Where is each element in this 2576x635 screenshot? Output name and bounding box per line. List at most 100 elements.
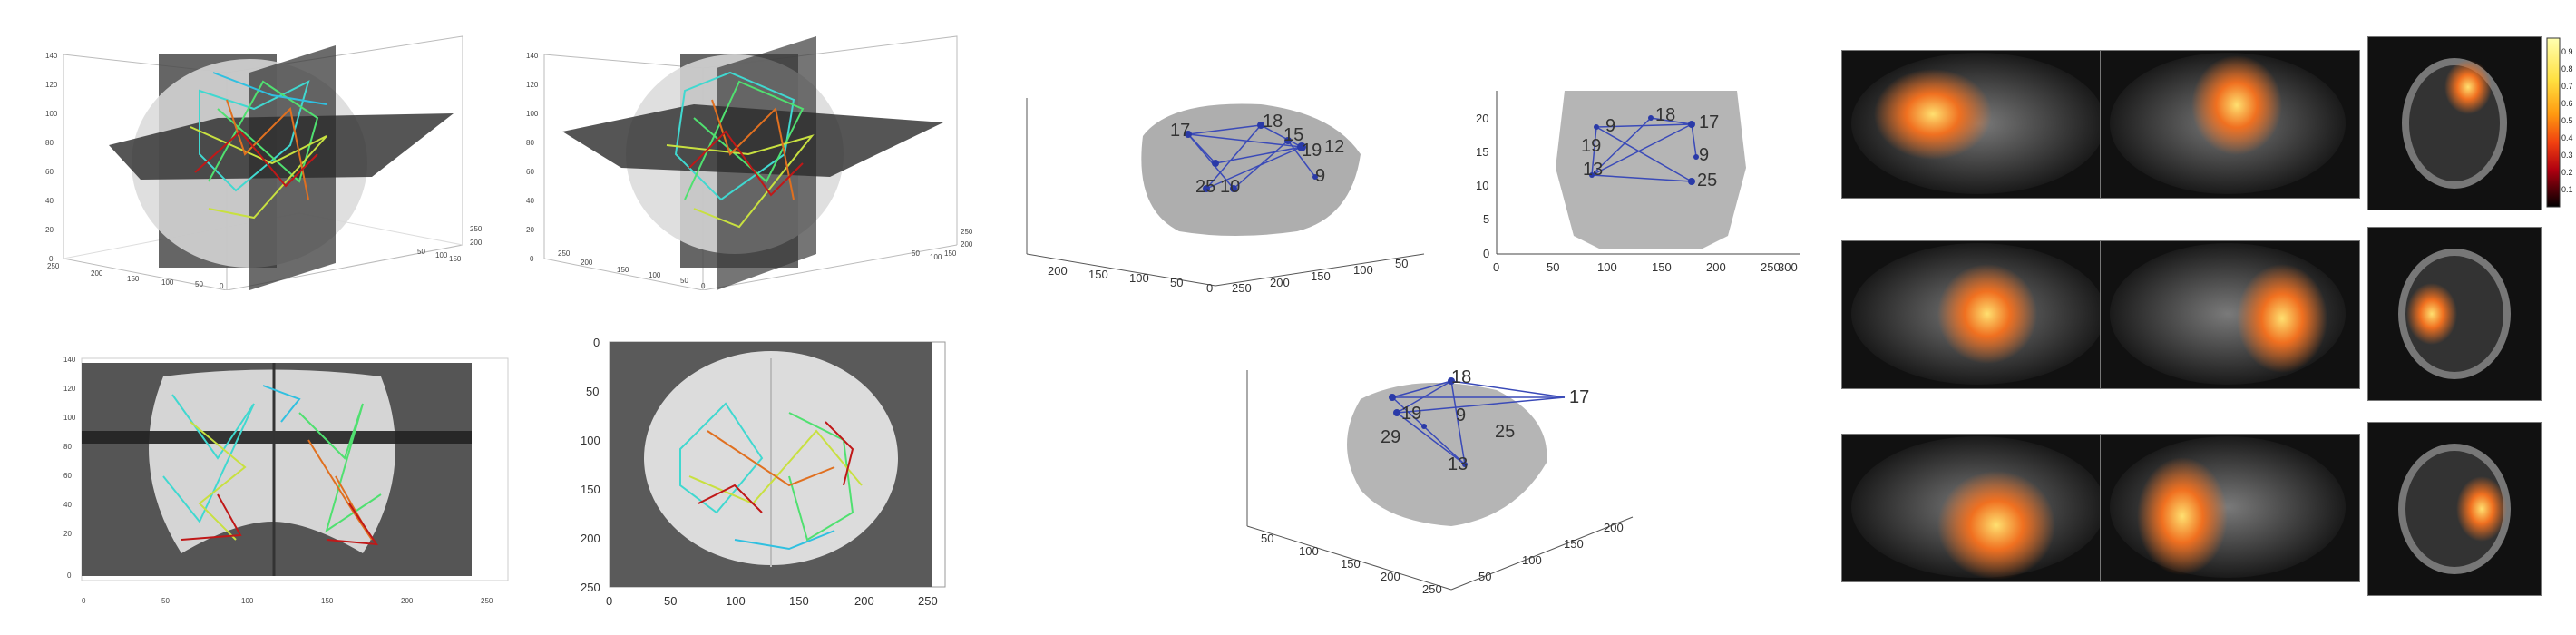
- x-tick: 250: [918, 594, 938, 608]
- node-label: 12: [1324, 137, 1344, 157]
- z-tick: 40: [526, 197, 534, 205]
- z-tick: 60: [526, 168, 534, 176]
- z-tick: 120: [526, 81, 539, 89]
- node-label: 9: [1456, 405, 1466, 425]
- y-tick: 100: [1353, 263, 1373, 277]
- network-edges: [1591, 117, 1697, 182]
- node-label: 17: [1569, 387, 1589, 407]
- node-label: 9: [1605, 116, 1615, 136]
- z-tick: 120: [45, 81, 58, 89]
- node-label: 17: [1699, 112, 1719, 132]
- z-tick: 80: [63, 443, 72, 451]
- y-tick: 200: [961, 240, 973, 249]
- node-label: 25: [1697, 171, 1717, 190]
- z-tick: 80: [526, 139, 534, 147]
- panel-e-plot: 17 18 15 12 19 9 25 10 200 150 100 50 0 …: [1026, 98, 1425, 295]
- network-edges: [1187, 124, 1316, 190]
- z-tick: 0: [530, 255, 534, 263]
- panel-a-3d-network-slices: 140 120 100 80 60 40 20 0 250 200 150 10…: [36, 18, 508, 291]
- panel-d-top-view: 0 50 100 150 200 250 0 50 100 150 200 25…: [581, 331, 961, 621]
- network-edges: [666, 71, 815, 229]
- network-nodes: [1589, 115, 1699, 185]
- x-tick: 100: [1129, 271, 1149, 285]
- x-tick: 200: [91, 269, 103, 278]
- scan-axial-row2: [2367, 227, 2542, 401]
- y-tick: 100: [435, 251, 448, 259]
- y-tick: 150: [944, 249, 957, 258]
- node-label: 19: [1302, 141, 1322, 161]
- x-tick: 150: [789, 594, 809, 608]
- node-label: 25: [1195, 177, 1215, 197]
- panel-c-plot: 140 120 100 80 60 40 20 0 0 50 100 150 2…: [63, 356, 509, 605]
- z-tick: 140: [45, 52, 58, 60]
- x-tick: 150: [1652, 260, 1672, 274]
- y-tick: 200: [581, 532, 600, 545]
- node-label: 19: [1401, 404, 1421, 424]
- y-tick: 250: [1232, 281, 1252, 295]
- x-tick: 100: [1597, 260, 1617, 274]
- y-tick: 0: [1483, 247, 1489, 260]
- x-tick: 0: [1206, 281, 1213, 295]
- x-tick: 150: [127, 275, 140, 283]
- node-label: 18: [1655, 105, 1675, 125]
- x-tick: 250: [1422, 582, 1442, 596]
- x-tick: 150: [1341, 557, 1361, 571]
- y-tick: 150: [1311, 269, 1331, 283]
- network-nodes: [1185, 122, 1318, 192]
- z-tick: 120: [63, 385, 76, 393]
- panel-c-front-view: 140 120 100 80 60 40 20 0 0 50 100 150 2…: [36, 313, 526, 612]
- x-tick: 200: [581, 259, 593, 267]
- colorbar-tick: 0.8: [2561, 64, 2573, 73]
- x-tick: 200: [854, 594, 874, 608]
- z-tick: 0: [67, 572, 72, 580]
- z-tick: 40: [45, 197, 54, 205]
- x-tick: 250: [47, 262, 60, 270]
- y-tick: 250: [581, 581, 600, 594]
- y-tick: 100: [1522, 553, 1542, 567]
- y-tick: 50: [912, 249, 920, 258]
- network-edges: [190, 72, 327, 220]
- scan-axial-row3: [2367, 422, 2542, 596]
- y-tick: 200: [1604, 521, 1624, 534]
- panel-f-plot: 18 9 17 19 13 9 25 20 15 10 5 0 0 50 100…: [1476, 91, 1800, 274]
- z-tick: 60: [63, 472, 72, 480]
- z-tick: 20: [526, 226, 534, 234]
- y-tick: 200: [470, 239, 483, 247]
- z-tick: 40: [63, 501, 72, 509]
- y-tick: 10: [1476, 179, 1488, 192]
- scan-sagittal-row2: [1841, 240, 2102, 389]
- node-label: 9: [1699, 145, 1709, 165]
- z-tick: 100: [526, 110, 539, 118]
- x-tick: 50: [1547, 260, 1559, 274]
- z-tick: 80: [45, 139, 54, 147]
- colorbar-tick: 0.2: [2561, 168, 2573, 177]
- node-label: 13: [1448, 454, 1468, 474]
- y-tick: 150: [449, 255, 462, 263]
- panel-g-glass-brain-3d: 18 17 19 9 25 29 13 50 100 150 200 250 5…: [1234, 363, 1651, 599]
- scan-coronal-row2: [2100, 240, 2360, 389]
- x-tick: 250: [558, 249, 571, 258]
- z-tick: 20: [63, 530, 72, 538]
- x-tick: 200: [1048, 264, 1068, 278]
- y-tick: 50: [417, 248, 425, 256]
- y-tick: 200: [1270, 276, 1290, 289]
- y-tick: 0: [593, 336, 600, 349]
- x-tick: 0: [701, 282, 706, 290]
- node-label: 18: [1263, 112, 1283, 132]
- scan-sagittal-row1: [1841, 50, 2102, 199]
- node-label: 17: [1170, 121, 1190, 141]
- colorbar-tick: 0.9: [2561, 47, 2573, 56]
- panel-e-glass-brain-3d: 17 18 15 12 19 9 25 10 200 150 100 50 0 …: [1025, 82, 1451, 299]
- panel-a-plot: 140 120 100 80 60 40 20 0 250 200 150 10…: [45, 35, 483, 291]
- node-label: 19: [1581, 136, 1601, 156]
- node-label: 18: [1451, 367, 1471, 387]
- y-tick: 15: [1476, 145, 1488, 159]
- x-tick: 50: [680, 277, 688, 285]
- network-edges: [162, 385, 382, 546]
- panel-f-glass-brain-2d: 18 9 17 19 13 9 25 20 15 10 5 0 0 50 100…: [1465, 77, 1819, 281]
- z-tick: 20: [45, 226, 54, 234]
- x-tick: 50: [664, 594, 677, 608]
- z-tick: 140: [526, 52, 539, 60]
- z-tick: 140: [63, 356, 76, 364]
- node-label: 10: [1220, 177, 1240, 197]
